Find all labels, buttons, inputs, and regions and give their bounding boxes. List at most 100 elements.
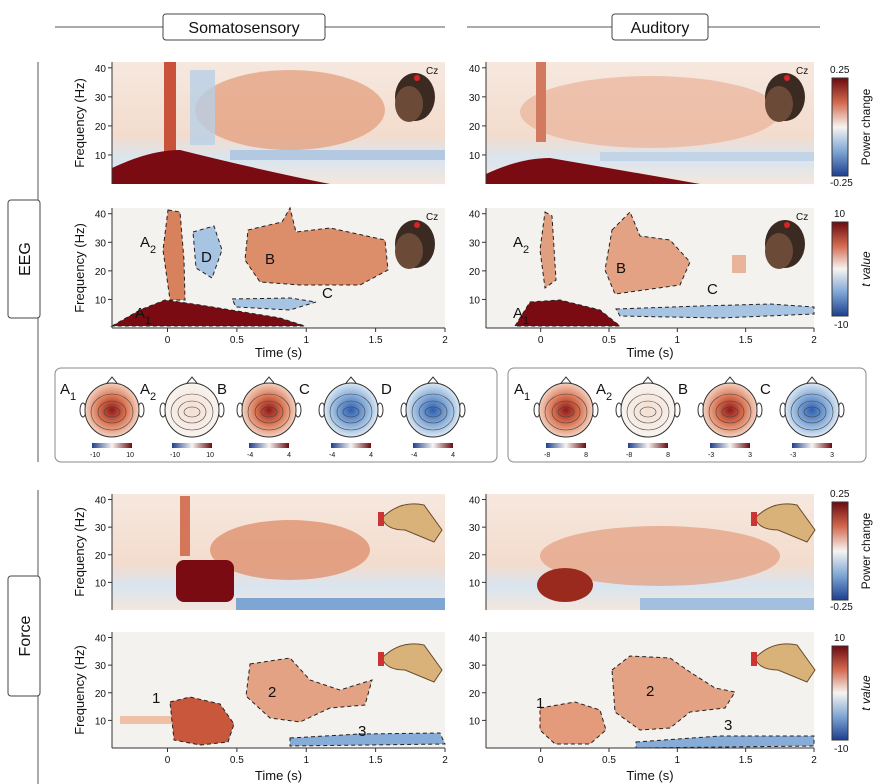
electrode-label: Cz: [426, 212, 438, 223]
row-header-force: Force: [17, 615, 34, 656]
cluster-D: [192, 225, 223, 279]
cluster-fragment: [732, 255, 746, 273]
cluster-label-1: 1: [536, 695, 544, 712]
y-tick-label: 20: [95, 689, 107, 700]
panel-eeg-tvalue-auditory: [486, 208, 815, 328]
scalp-map: [241, 382, 297, 438]
y-tick-label: 40: [95, 64, 107, 75]
topomap-max: 4: [369, 452, 373, 459]
cluster-A1: [110, 299, 306, 327]
topomap-max: 4: [451, 452, 455, 459]
panel-eeg-power-somatosensory: [112, 62, 445, 184]
panel-eeg-tvalue-somatosensory: [110, 206, 445, 328]
topomap-C: -3 3: [779, 376, 845, 459]
hand-icon: [751, 503, 816, 543]
contour-line: [544, 393, 588, 431]
mu-suppression: [600, 152, 814, 161]
y-tick-label: 40: [469, 210, 481, 221]
cluster-A2: [539, 211, 557, 289]
evoked-stripe: [164, 62, 176, 152]
topomap-colorbar: [92, 443, 132, 448]
suppression-band: [640, 598, 814, 610]
column-header-box-right: [611, 13, 709, 41]
y-tick-label: 30: [469, 93, 481, 104]
cluster-label-1: 1: [152, 690, 160, 707]
topomap-colorbar: [628, 443, 668, 448]
cluster-label-D: D: [381, 381, 392, 398]
y-tick-label: 30: [95, 661, 107, 672]
topomap-min: -10: [90, 452, 100, 459]
y-tick-label: 30: [469, 523, 481, 534]
contour-line: [247, 393, 291, 431]
nose: [345, 376, 357, 384]
electrode-label: Cz: [796, 66, 808, 77]
y-tick-label: 10: [469, 295, 481, 306]
topomap-B: -3 3: [697, 376, 763, 459]
y-tick-label: 10: [469, 578, 481, 589]
contour-line: [790, 393, 834, 431]
low-frequency-burst: [176, 560, 234, 602]
cluster-label-C: C: [322, 285, 333, 302]
nose: [263, 376, 275, 384]
topomap-C: -4 4: [318, 376, 384, 459]
nose: [560, 376, 572, 384]
x-tick-label: 2: [811, 335, 817, 346]
contour-line: [557, 406, 575, 418]
y-tick-label: 20: [469, 267, 481, 278]
x-tick-label: 0.5: [602, 755, 616, 766]
cluster-label-2: 2: [646, 683, 654, 700]
cluster-label-C: C: [299, 381, 310, 398]
cluster-label-C: C: [760, 381, 771, 398]
row-header-box-eeg: [7, 199, 41, 319]
scalp-map: [538, 382, 594, 438]
y-axis-label: Frequency (Hz): [72, 507, 87, 597]
y-tick-label: 20: [469, 551, 481, 562]
cluster-label-D: D: [201, 249, 212, 266]
topomap-colorbar: [249, 443, 289, 448]
topomap-colorbar: [710, 443, 750, 448]
topomap-min: -8: [544, 452, 550, 459]
topomap-colorbar: [546, 443, 586, 448]
contour-line: [424, 406, 442, 418]
scalp-map: [620, 382, 676, 438]
y-tick-label: 20: [469, 122, 481, 133]
cluster-B: [604, 211, 691, 295]
topomap-max: 10: [206, 452, 214, 459]
topomap-A2: -10 10: [159, 376, 225, 459]
contour-line: [721, 406, 739, 418]
cluster-label-A1: A1: [513, 305, 529, 327]
nose: [724, 376, 736, 384]
contour-line: [715, 400, 745, 424]
topomap-max: 3: [830, 452, 834, 459]
scalp-map: [323, 382, 379, 438]
contour-line: [170, 393, 214, 431]
contour-line: [260, 406, 278, 418]
topomap-max: 8: [666, 452, 670, 459]
cluster-label-B: B: [217, 381, 227, 398]
nose: [106, 376, 118, 384]
y-tick-label: 20: [95, 122, 107, 133]
topomap-box-right: [507, 367, 867, 463]
mu-suppression: [230, 150, 445, 160]
colorbar-power-force: [831, 501, 849, 601]
x-tick-label: 1: [675, 335, 681, 346]
y-tick-label: 30: [95, 523, 107, 534]
cluster-label-A1: A1: [60, 381, 76, 403]
y-tick-label: 40: [469, 634, 481, 645]
topomap-min: -4: [411, 452, 417, 459]
scalp-map: [784, 382, 840, 438]
head-icon: [765, 73, 805, 122]
topomap-A1: -10 10: [79, 376, 145, 459]
head-icon: [395, 220, 435, 269]
cluster-label-A2: A2: [596, 381, 612, 403]
cluster-A1: [514, 299, 622, 327]
y-tick-label: 20: [469, 689, 481, 700]
y-tick-label: 40: [95, 496, 107, 507]
suppression-band: [236, 598, 445, 610]
panel-force-power-auditory: [486, 494, 814, 610]
scalp-map: [84, 382, 140, 438]
contour-line: [329, 393, 373, 431]
y-tick-label: 40: [469, 64, 481, 75]
beta-rebound-region: [520, 76, 780, 148]
cluster-label-A2: A2: [513, 234, 529, 256]
